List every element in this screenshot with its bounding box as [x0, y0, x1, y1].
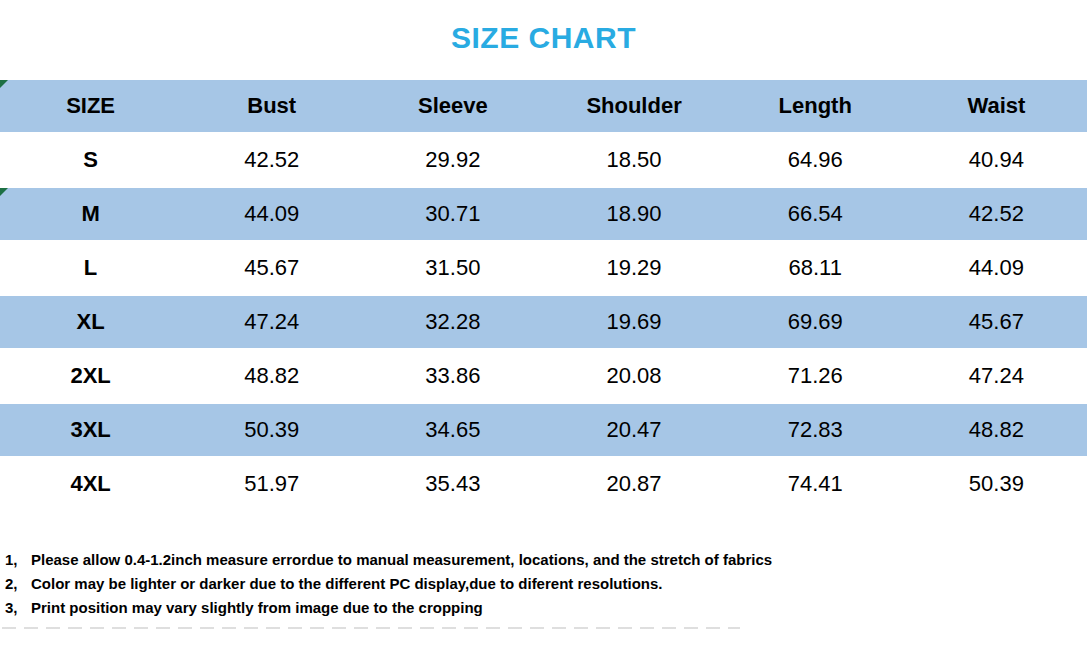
bust-value: 44.09: [181, 188, 362, 242]
length-value: 71.26: [725, 350, 906, 404]
waist-value: 48.82: [906, 404, 1087, 458]
excel-flag-icon: [0, 80, 8, 88]
note-text: Color may be lighter or darker due to th…: [31, 575, 662, 592]
header-size-label: SIZE: [66, 93, 115, 118]
page-title: SIZE CHART: [0, 20, 1087, 56]
waist-value: 42.52: [906, 188, 1087, 242]
size-label: 3XL: [0, 404, 181, 458]
length-value: 72.83: [725, 404, 906, 458]
sleeve-value: 29.92: [362, 134, 543, 188]
length-value: 68.11: [725, 242, 906, 296]
sleeve-value: 30.71: [362, 188, 543, 242]
table-row-m: M 44.09 30.71 18.90 66.54 42.52: [0, 188, 1087, 242]
note-text: Print position may vary slightly from im…: [31, 599, 483, 616]
note-line-3: 3,Print position may vary slightly from …: [5, 596, 1087, 620]
waist-value: 50.39: [906, 458, 1087, 512]
shoulder-value: 20.08: [543, 350, 724, 404]
bust-value: 51.97: [181, 458, 362, 512]
waist-value: 45.67: [906, 296, 1087, 350]
header-bust: Bust: [181, 80, 362, 134]
table-row-l: L 45.67 31.50 19.29 68.11 44.09: [0, 242, 1087, 296]
header-shoulder: Shoulder: [543, 80, 724, 134]
sleeve-value: 35.43: [362, 458, 543, 512]
shoulder-value: 18.50: [543, 134, 724, 188]
size-label-text: M: [81, 201, 99, 226]
disclaimer-notes: 1,Please allow 0.4-1.2inch measure error…: [5, 548, 1087, 620]
sleeve-value: 31.50: [362, 242, 543, 296]
size-label: XL: [0, 296, 181, 350]
sleeve-value: 34.65: [362, 404, 543, 458]
size-label: M: [0, 188, 181, 242]
bust-value: 45.67: [181, 242, 362, 296]
note-number: 2,: [5, 572, 31, 596]
bust-value: 50.39: [181, 404, 362, 458]
header-length: Length: [725, 80, 906, 134]
header-waist: Waist: [906, 80, 1087, 134]
bottom-divider: [2, 627, 740, 629]
bust-value: 48.82: [181, 350, 362, 404]
note-number: 1,: [5, 548, 31, 572]
shoulder-value: 20.47: [543, 404, 724, 458]
length-value: 69.69: [725, 296, 906, 350]
table-row-2xl: 2XL 48.82 33.86 20.08 71.26 47.24: [0, 350, 1087, 404]
bust-value: 42.52: [181, 134, 362, 188]
note-number: 3,: [5, 596, 31, 620]
waist-value: 47.24: [906, 350, 1087, 404]
size-label: 2XL: [0, 350, 181, 404]
length-value: 64.96: [725, 134, 906, 188]
shoulder-value: 20.87: [543, 458, 724, 512]
note-text: Please allow 0.4-1.2inch measure errordu…: [31, 551, 772, 568]
size-label: S: [0, 134, 181, 188]
shoulder-value: 19.29: [543, 242, 724, 296]
length-value: 66.54: [725, 188, 906, 242]
header-sleeve: Sleeve: [362, 80, 543, 134]
table-row-s: S 42.52 29.92 18.50 64.96 40.94: [0, 134, 1087, 188]
table-row-3xl: 3XL 50.39 34.65 20.47 72.83 48.82: [0, 404, 1087, 458]
size-chart-page: SIZE CHART SIZE Bust Sleeve Shoulder Len…: [0, 20, 1087, 671]
excel-flag-icon: [0, 188, 8, 196]
size-label: L: [0, 242, 181, 296]
sleeve-value: 32.28: [362, 296, 543, 350]
waist-value: 44.09: [906, 242, 1087, 296]
sleeve-value: 33.86: [362, 350, 543, 404]
length-value: 74.41: [725, 458, 906, 512]
table-header-row: SIZE Bust Sleeve Shoulder Length Waist: [0, 80, 1087, 134]
header-size: SIZE: [0, 80, 181, 134]
table-row-4xl: 4XL 51.97 35.43 20.87 74.41 50.39: [0, 458, 1087, 512]
table-row-xl: XL 47.24 32.28 19.69 69.69 45.67: [0, 296, 1087, 350]
size-chart-table: SIZE Bust Sleeve Shoulder Length Waist S…: [0, 80, 1087, 512]
note-line-1: 1,Please allow 0.4-1.2inch measure error…: [5, 548, 1087, 572]
size-label: 4XL: [0, 458, 181, 512]
bust-value: 47.24: [181, 296, 362, 350]
note-line-2: 2,Color may be lighter or darker due to …: [5, 572, 1087, 596]
shoulder-value: 19.69: [543, 296, 724, 350]
waist-value: 40.94: [906, 134, 1087, 188]
shoulder-value: 18.90: [543, 188, 724, 242]
